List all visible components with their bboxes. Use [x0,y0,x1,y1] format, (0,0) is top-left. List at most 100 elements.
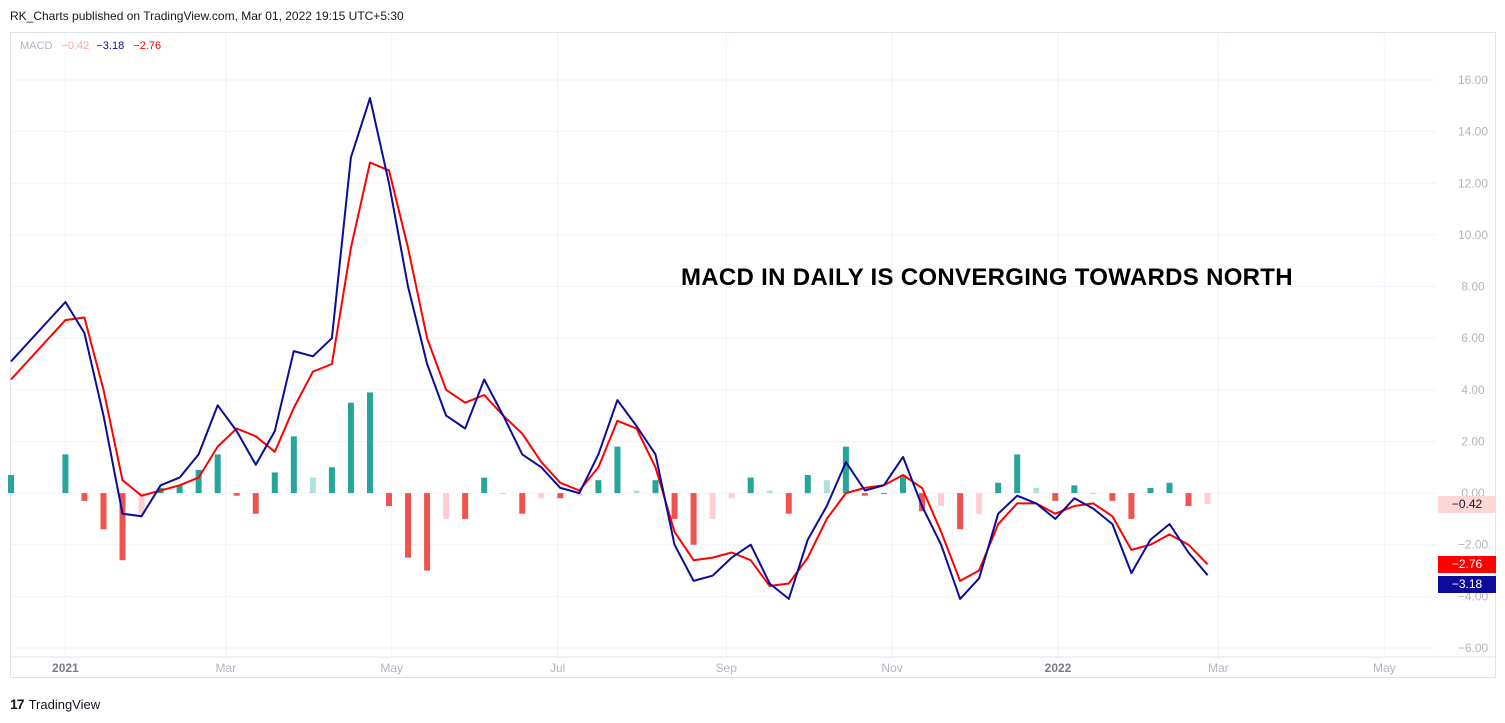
histogram-bar [614,446,621,494]
y-tick-label: 14.00 [1458,125,1488,139]
histogram-bar [957,493,964,530]
y-tick-label: 12.00 [1458,176,1488,190]
x-tick-label: May [380,661,403,675]
y-tick-label: 10.00 [1458,228,1488,242]
chart-annotation: MACD IN DAILY IS CONVERGING TOWARDS NORT… [681,264,1293,291]
histogram-bar [81,493,88,501]
legend-signal-value: −2.76 [133,40,162,52]
grid [11,33,1436,657]
histogram-bar [633,490,640,494]
histogram-bar [233,493,240,496]
histogram-bar [938,493,945,506]
histogram-bar [252,493,259,514]
histogram-bar [1071,485,1078,494]
histogram-bar [1033,487,1040,494]
histogram-bar [62,454,69,494]
x-tick-label: 2022 [1045,661,1072,675]
histogram-bar [1090,493,1097,495]
x-tick-label: Mar [216,661,237,675]
histogram-bar [576,493,583,496]
histogram-bar [899,475,906,494]
macd-price-label: −3.18 [1438,576,1496,593]
histogram-bar [747,477,754,494]
histogram-bar [804,475,811,494]
histogram-bar [861,493,868,496]
histogram-bar [1128,493,1135,519]
histogram-bar [309,477,316,494]
x-tick-label: 2021 [52,661,79,675]
legend-macd-value: −3.18 [96,40,125,52]
publish-info: RK_Charts published on TradingView.com, … [10,9,404,23]
histogram-bar [557,493,564,499]
histogram-bar [500,493,507,495]
histogram-price-label: −0.42 [1438,496,1496,513]
histogram-bar [1052,493,1059,501]
histogram-bar [386,493,393,506]
y-tick-label: −6.00 [1458,641,1489,655]
histogram-bar [405,493,412,558]
histogram-bar [176,485,183,494]
histogram-bar [214,454,221,494]
histogram-bar [290,436,297,494]
histogram-bar [785,493,792,514]
signal-line [10,161,1209,587]
y-tick-label: 2.00 [1461,434,1485,448]
histogram-bar [728,493,735,499]
histogram-bar [766,490,773,494]
legend-indicator-name: MACD [20,40,53,52]
histogram-bar [690,493,697,545]
x-tick-label: Nov [881,661,902,675]
histogram-bar [1166,482,1173,494]
histogram-bar [100,493,107,530]
histogram-bar [328,467,335,494]
histogram-bar [443,493,450,519]
histogram-bar [462,493,469,519]
histogram-bar [823,480,830,494]
indicator-legend[interactable]: MACD −0.42 −3.18 −2.76 [20,40,167,52]
histogram-bars [8,392,1211,571]
histogram-bar [424,493,431,571]
histogram-bar [8,475,14,494]
y-tick-label: 6.00 [1461,331,1485,345]
histogram-bar [880,493,887,495]
histogram-bar [366,392,373,494]
histogram-bar [195,469,202,494]
brand-name: TradingView [28,696,101,712]
histogram-bar [1147,487,1154,494]
chart-pane[interactable] [10,32,1496,678]
histogram-bar [1014,454,1021,494]
histogram-bar [595,480,602,494]
histogram-bar [271,472,278,494]
tradingview-logo-icon: 17 [10,696,25,712]
histogram-bar [1185,493,1192,506]
x-tick-label: Mar [1208,661,1229,675]
legend-histogram-value: −0.42 [61,40,90,52]
y-tick-label: 8.00 [1461,280,1485,294]
histogram-bar [842,446,849,494]
tradingview-brand[interactable]: 17 TradingView [10,696,100,712]
histogram-bar [709,493,716,519]
x-tick-label: May [1373,661,1396,675]
x-tick-label: Jul [550,661,565,675]
histogram-bar [652,480,659,494]
x-tick-label: Sep [716,661,738,675]
histogram-bar [481,477,488,494]
histogram-bar [671,493,678,519]
histogram-bar [1204,493,1211,504]
histogram-bar [538,493,545,499]
y-tick-label: 16.00 [1458,73,1488,87]
histogram-bar [138,493,145,514]
histogram-bar [347,402,354,494]
histogram-bar [119,493,126,561]
macd-line [10,97,1209,600]
histogram-bar [976,493,983,514]
histogram-bar [995,482,1002,494]
indicator-lines [10,97,1209,600]
y-tick-label: −2.00 [1458,538,1489,552]
histogram-bar [519,493,526,514]
histogram-bar [919,493,926,512]
y-tick-label: 4.00 [1461,383,1485,397]
signal-price-label: −2.76 [1438,556,1496,573]
time-axis: 2021 Mar May Jul Sep Nov 2022 Mar May [11,656,1496,675]
